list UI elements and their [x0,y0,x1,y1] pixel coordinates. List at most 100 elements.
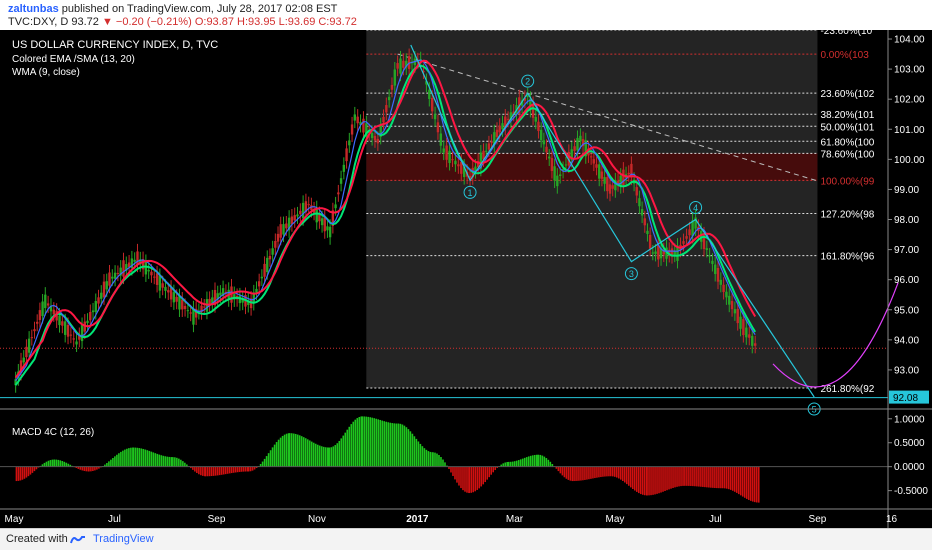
candle-body[interactable] [25,346,28,358]
candle-body[interactable] [676,245,679,261]
candle-body[interactable] [80,325,84,342]
candle-body[interactable] [334,204,337,209]
candle-body[interactable] [534,117,537,122]
candle-body[interactable] [627,172,630,175]
candle-body[interactable] [598,164,601,179]
candle-body[interactable] [266,257,269,273]
candle-body[interactable] [164,286,167,291]
candle-body[interactable] [495,129,499,137]
candle-body[interactable] [730,301,734,310]
candle-body[interactable] [257,281,261,287]
candle-body[interactable] [708,255,711,257]
candle-body[interactable] [402,60,405,68]
candle-body[interactable] [161,283,164,288]
candle-body[interactable] [255,288,258,293]
candle-body[interactable] [30,337,34,339]
candle-body[interactable] [584,140,587,157]
candle-body[interactable] [742,319,745,336]
candle-body[interactable] [614,180,617,191]
candle-body[interactable] [304,201,308,213]
candle-body[interactable] [523,97,527,101]
candle-body[interactable] [263,263,266,277]
candle-body[interactable] [320,218,324,226]
candle-body[interactable] [337,192,340,195]
candle-body[interactable] [487,143,491,150]
candle-body[interactable] [545,146,548,153]
candle-body[interactable] [183,305,187,310]
candle-body[interactable] [611,185,614,189]
candle-body[interactable] [498,125,501,133]
candle-body[interactable] [422,71,425,73]
candle-body[interactable] [141,259,145,270]
candle-body[interactable] [139,259,142,265]
candle-body[interactable] [548,156,551,159]
candle-body[interactable] [323,217,326,232]
candle-body[interactable] [725,291,728,298]
candle-body[interactable] [509,112,513,121]
candle-body[interactable] [576,137,579,151]
candle-body[interactable] [654,251,657,254]
candle-body[interactable] [153,276,156,278]
candle-body[interactable] [22,357,25,363]
candle-body[interactable] [526,95,529,97]
candle-body[interactable] [178,296,181,310]
candle-body[interactable] [520,100,524,106]
candle-body[interactable] [158,276,162,291]
candle-body[interactable] [150,271,153,276]
candle-body[interactable] [282,224,285,235]
candle-body[interactable] [200,305,203,313]
candle-body[interactable] [362,118,365,133]
candle-body[interactable] [373,135,377,141]
candle-body[interactable] [646,230,649,235]
candle-body[interactable] [537,121,540,132]
candle-body[interactable] [339,178,343,184]
candle-body[interactable] [125,264,128,271]
candle-body[interactable] [390,84,394,90]
candle-body[interactable] [504,116,507,128]
candle-body[interactable] [89,311,92,321]
candle-body[interactable] [271,248,274,255]
candle-body[interactable] [719,279,723,285]
candle-body[interactable] [331,210,335,226]
candle-body[interactable] [476,160,480,168]
candle-body[interactable] [567,151,571,166]
candle-body[interactable] [436,122,440,133]
candle-body[interactable] [493,132,496,146]
candle-body[interactable] [739,316,742,329]
candle-body[interactable] [691,220,694,236]
candle-body[interactable] [359,121,362,125]
candle-body[interactable] [616,180,620,185]
candle-body[interactable] [169,287,173,300]
candle-body[interactable] [260,276,264,279]
candle-body[interactable] [385,105,388,113]
candle-body[interactable] [630,163,633,178]
candle-body[interactable] [108,272,111,286]
candle-body[interactable] [619,175,622,187]
candle-body[interactable] [301,202,305,219]
candle-body[interactable] [105,281,108,290]
candle-body[interactable] [722,284,725,292]
candle-body[interactable] [501,123,504,130]
candle-body[interactable] [307,204,310,206]
candle-body[interactable] [296,214,299,217]
candle-body[interactable] [405,60,408,68]
candle-body[interactable] [310,205,313,211]
candle-body[interactable] [479,152,483,169]
candle-body[interactable] [379,125,382,137]
candle-body[interactable] [657,244,660,260]
candle-body[interactable] [751,335,754,346]
candle-body[interactable] [63,321,67,335]
candle-body[interactable] [238,295,242,304]
candle-body[interactable] [399,58,402,74]
candle-body[interactable] [748,334,751,338]
candle-body[interactable] [454,160,457,165]
candle-body[interactable] [365,123,368,137]
candle-body[interactable] [382,116,385,123]
candle-body[interactable] [290,216,294,225]
candle-body[interactable] [44,294,47,309]
candle-body[interactable] [58,315,61,326]
candle-body[interactable] [640,209,644,216]
candle-body[interactable] [221,288,225,296]
candle-body[interactable] [52,309,56,315]
candle-body[interactable] [130,258,134,269]
